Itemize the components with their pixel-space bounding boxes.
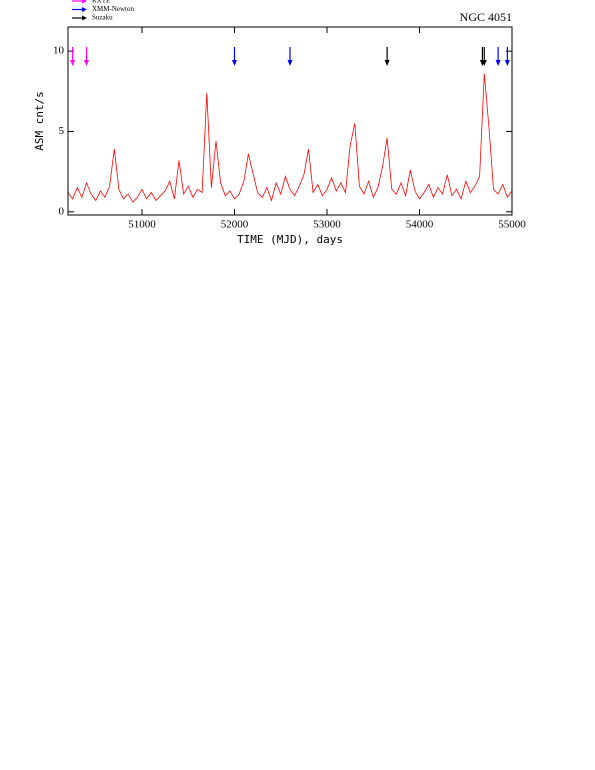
x-tick-label: 51000 [128,219,156,231]
legend-label: Suzaku [92,14,113,22]
legend-label: XMM-Newton [92,5,134,13]
x-tick-label: 54000 [406,219,434,231]
observation-arrowhead [232,60,237,66]
legend-arrowhead [82,0,87,4]
x-tick-label: 53000 [313,219,341,231]
observation-arrowhead [84,60,89,66]
observation-arrowhead [495,60,501,66]
observation-arrowhead [384,60,390,66]
observation-arrowhead [287,60,293,66]
x-tick-label: 55000 [498,219,526,231]
legend-arrowhead [82,15,87,21]
x-tick-label: 52000 [221,219,249,231]
y-tick-label: 5 [59,125,65,137]
legend-arrowhead [82,7,87,12]
y-tick-label: 10 [53,45,65,57]
y-axis-label: ASM cnt/s [33,91,46,151]
observation-arrowhead [70,60,76,66]
observation-arrowhead [481,60,487,66]
chart-title: NGC 4051 [460,10,512,24]
legend-label: RXTE [92,0,110,5]
plot-frame [67,26,513,216]
light-curve [67,73,513,203]
x-axis-label: TIME (MJD), days [237,233,343,246]
y-tick-label: 0 [59,205,65,217]
observation-arrowhead [504,60,510,66]
